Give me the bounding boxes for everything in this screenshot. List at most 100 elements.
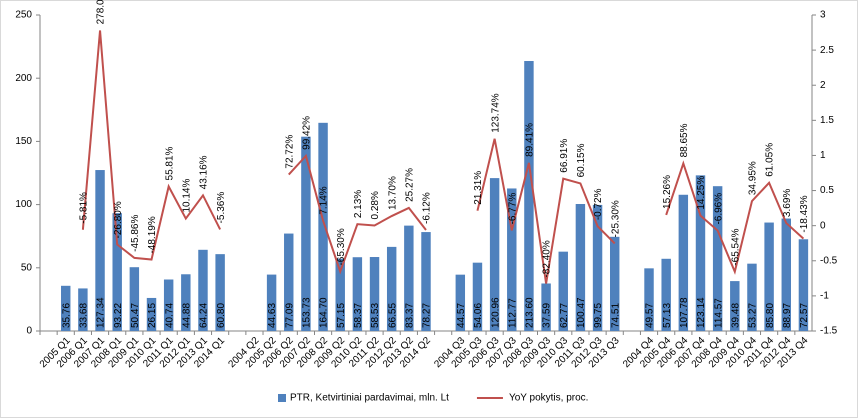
line-value-label: -6.77% <box>507 193 518 225</box>
bar <box>695 175 706 331</box>
line-value-label: -5.81% <box>79 192 90 224</box>
bar <box>198 249 208 331</box>
bar <box>489 178 500 331</box>
bar <box>455 274 466 331</box>
bar <box>507 188 517 331</box>
y-tick-label: 150 <box>15 136 32 147</box>
y2-tick-label: 0 <box>820 220 826 231</box>
y2-tick-label: 1 <box>820 150 826 161</box>
line-value-label: -26.80% <box>113 201 124 238</box>
bar-value-label: 44.57 <box>456 303 467 328</box>
legend-label: YoY pokytis, proc. <box>509 393 589 404</box>
bar-value-label: 40.74 <box>164 303 175 328</box>
bar-value-label: 123.14 <box>696 297 707 328</box>
line-value-label: 14.25% <box>696 176 707 210</box>
bar-value-label: 85.80 <box>765 303 776 328</box>
line-value-label: -65.54% <box>730 228 741 265</box>
bar-value-label: 44.88 <box>181 303 192 328</box>
bar <box>129 267 140 331</box>
bar-value-label: 64.24 <box>199 303 210 328</box>
bar-value-label: 78.27 <box>422 303 433 328</box>
bar <box>575 204 586 331</box>
bar-value-label: 83.37 <box>404 303 415 328</box>
bar <box>678 194 689 331</box>
line-value-label: -18.43% <box>799 195 810 232</box>
y-tick-label: 50 <box>21 262 33 273</box>
bar <box>352 257 363 331</box>
bar-value-label: 60.80 <box>216 303 227 328</box>
line-value-label: -65.30% <box>336 228 347 265</box>
y2-tick-label: 3 <box>820 10 826 21</box>
bar <box>181 274 191 331</box>
line-value-label: 88.65% <box>679 123 690 157</box>
bar-value-label: 39.48 <box>730 303 741 328</box>
bar-value-label: 57.15 <box>336 303 347 328</box>
line-value-label: 99.42% <box>302 116 313 150</box>
bar-value-label: 44.63 <box>267 303 278 328</box>
line-value-label: 34.95% <box>748 161 759 195</box>
bar <box>781 218 791 331</box>
bar-value-label: 99.75 <box>593 303 604 328</box>
bar-value-label: 33.68 <box>79 303 90 328</box>
line-value-label: 43.16% <box>199 155 210 189</box>
line-value-label: 7.14% <box>319 186 330 214</box>
line-value-label: 15.26% <box>662 175 673 209</box>
bar-value-label: 164.70 <box>319 297 330 328</box>
bar-value-label: 88.97 <box>782 303 793 328</box>
line-value-label: 0.28% <box>370 191 381 219</box>
line-value-label: 13.70% <box>387 176 398 210</box>
line-value-label: 60.15% <box>576 143 587 177</box>
line-value-label: -45.86% <box>130 215 141 252</box>
bar <box>644 268 654 331</box>
bar <box>318 122 328 331</box>
bar <box>798 239 809 331</box>
bar-value-label: 49.57 <box>645 303 656 328</box>
line-value-label: -5.36% <box>216 192 227 224</box>
line-value-label: -6.96% <box>713 193 724 225</box>
bar-value-label: 54.06 <box>473 303 484 328</box>
bar-value-label: 93.22 <box>113 303 124 328</box>
y2-tick-label: 1.5 <box>820 115 834 126</box>
bar <box>215 254 225 331</box>
bar <box>541 283 551 331</box>
y2-tick-label: 2 <box>820 80 826 91</box>
line-value-label: -48.19% <box>147 216 158 253</box>
bar <box>404 225 414 331</box>
line-value-label: -6.12% <box>422 192 433 224</box>
line-value-label: 21.31% <box>473 171 484 205</box>
bar-value-label: 107.78 <box>679 297 690 328</box>
bar <box>335 258 345 331</box>
line <box>81 30 805 284</box>
bar-value-label: 127.34 <box>96 297 107 328</box>
bar-value-label: 100.47 <box>576 297 587 328</box>
bar-value-label: 58.53 <box>370 303 381 328</box>
bar-value-label: 62.77 <box>559 303 570 328</box>
bar-value-label: 58.37 <box>353 303 364 328</box>
bar <box>61 285 71 331</box>
line-value-label: 10.14% <box>181 179 192 213</box>
bar-value-label: 26.15 <box>147 303 158 328</box>
bar <box>301 136 311 331</box>
bar <box>95 170 105 331</box>
bar <box>661 258 671 331</box>
bar <box>369 257 380 331</box>
y2-tick-label: 2.5 <box>820 45 834 56</box>
bar-value-label: 35.76 <box>61 303 72 328</box>
y-tick-label: 250 <box>15 10 32 21</box>
y2-tick-label: -0.5 <box>820 255 838 266</box>
legend-swatch <box>278 394 286 402</box>
bar <box>421 232 431 331</box>
line-value-label: 61.05% <box>765 143 776 177</box>
bar-value-label: 77.09 <box>284 303 295 328</box>
bar-value-label: 72.57 <box>799 303 810 328</box>
bar <box>78 288 88 331</box>
line-value-label: -25.30% <box>610 200 621 237</box>
bar <box>112 213 122 331</box>
bar-value-label: 153.73 <box>302 297 313 328</box>
bar-value-label: 57.13 <box>662 303 673 328</box>
bar <box>764 222 774 331</box>
bar <box>284 233 294 331</box>
bar-value-label: 37.59 <box>542 303 553 328</box>
bar-value-label: 50.47 <box>130 303 141 328</box>
